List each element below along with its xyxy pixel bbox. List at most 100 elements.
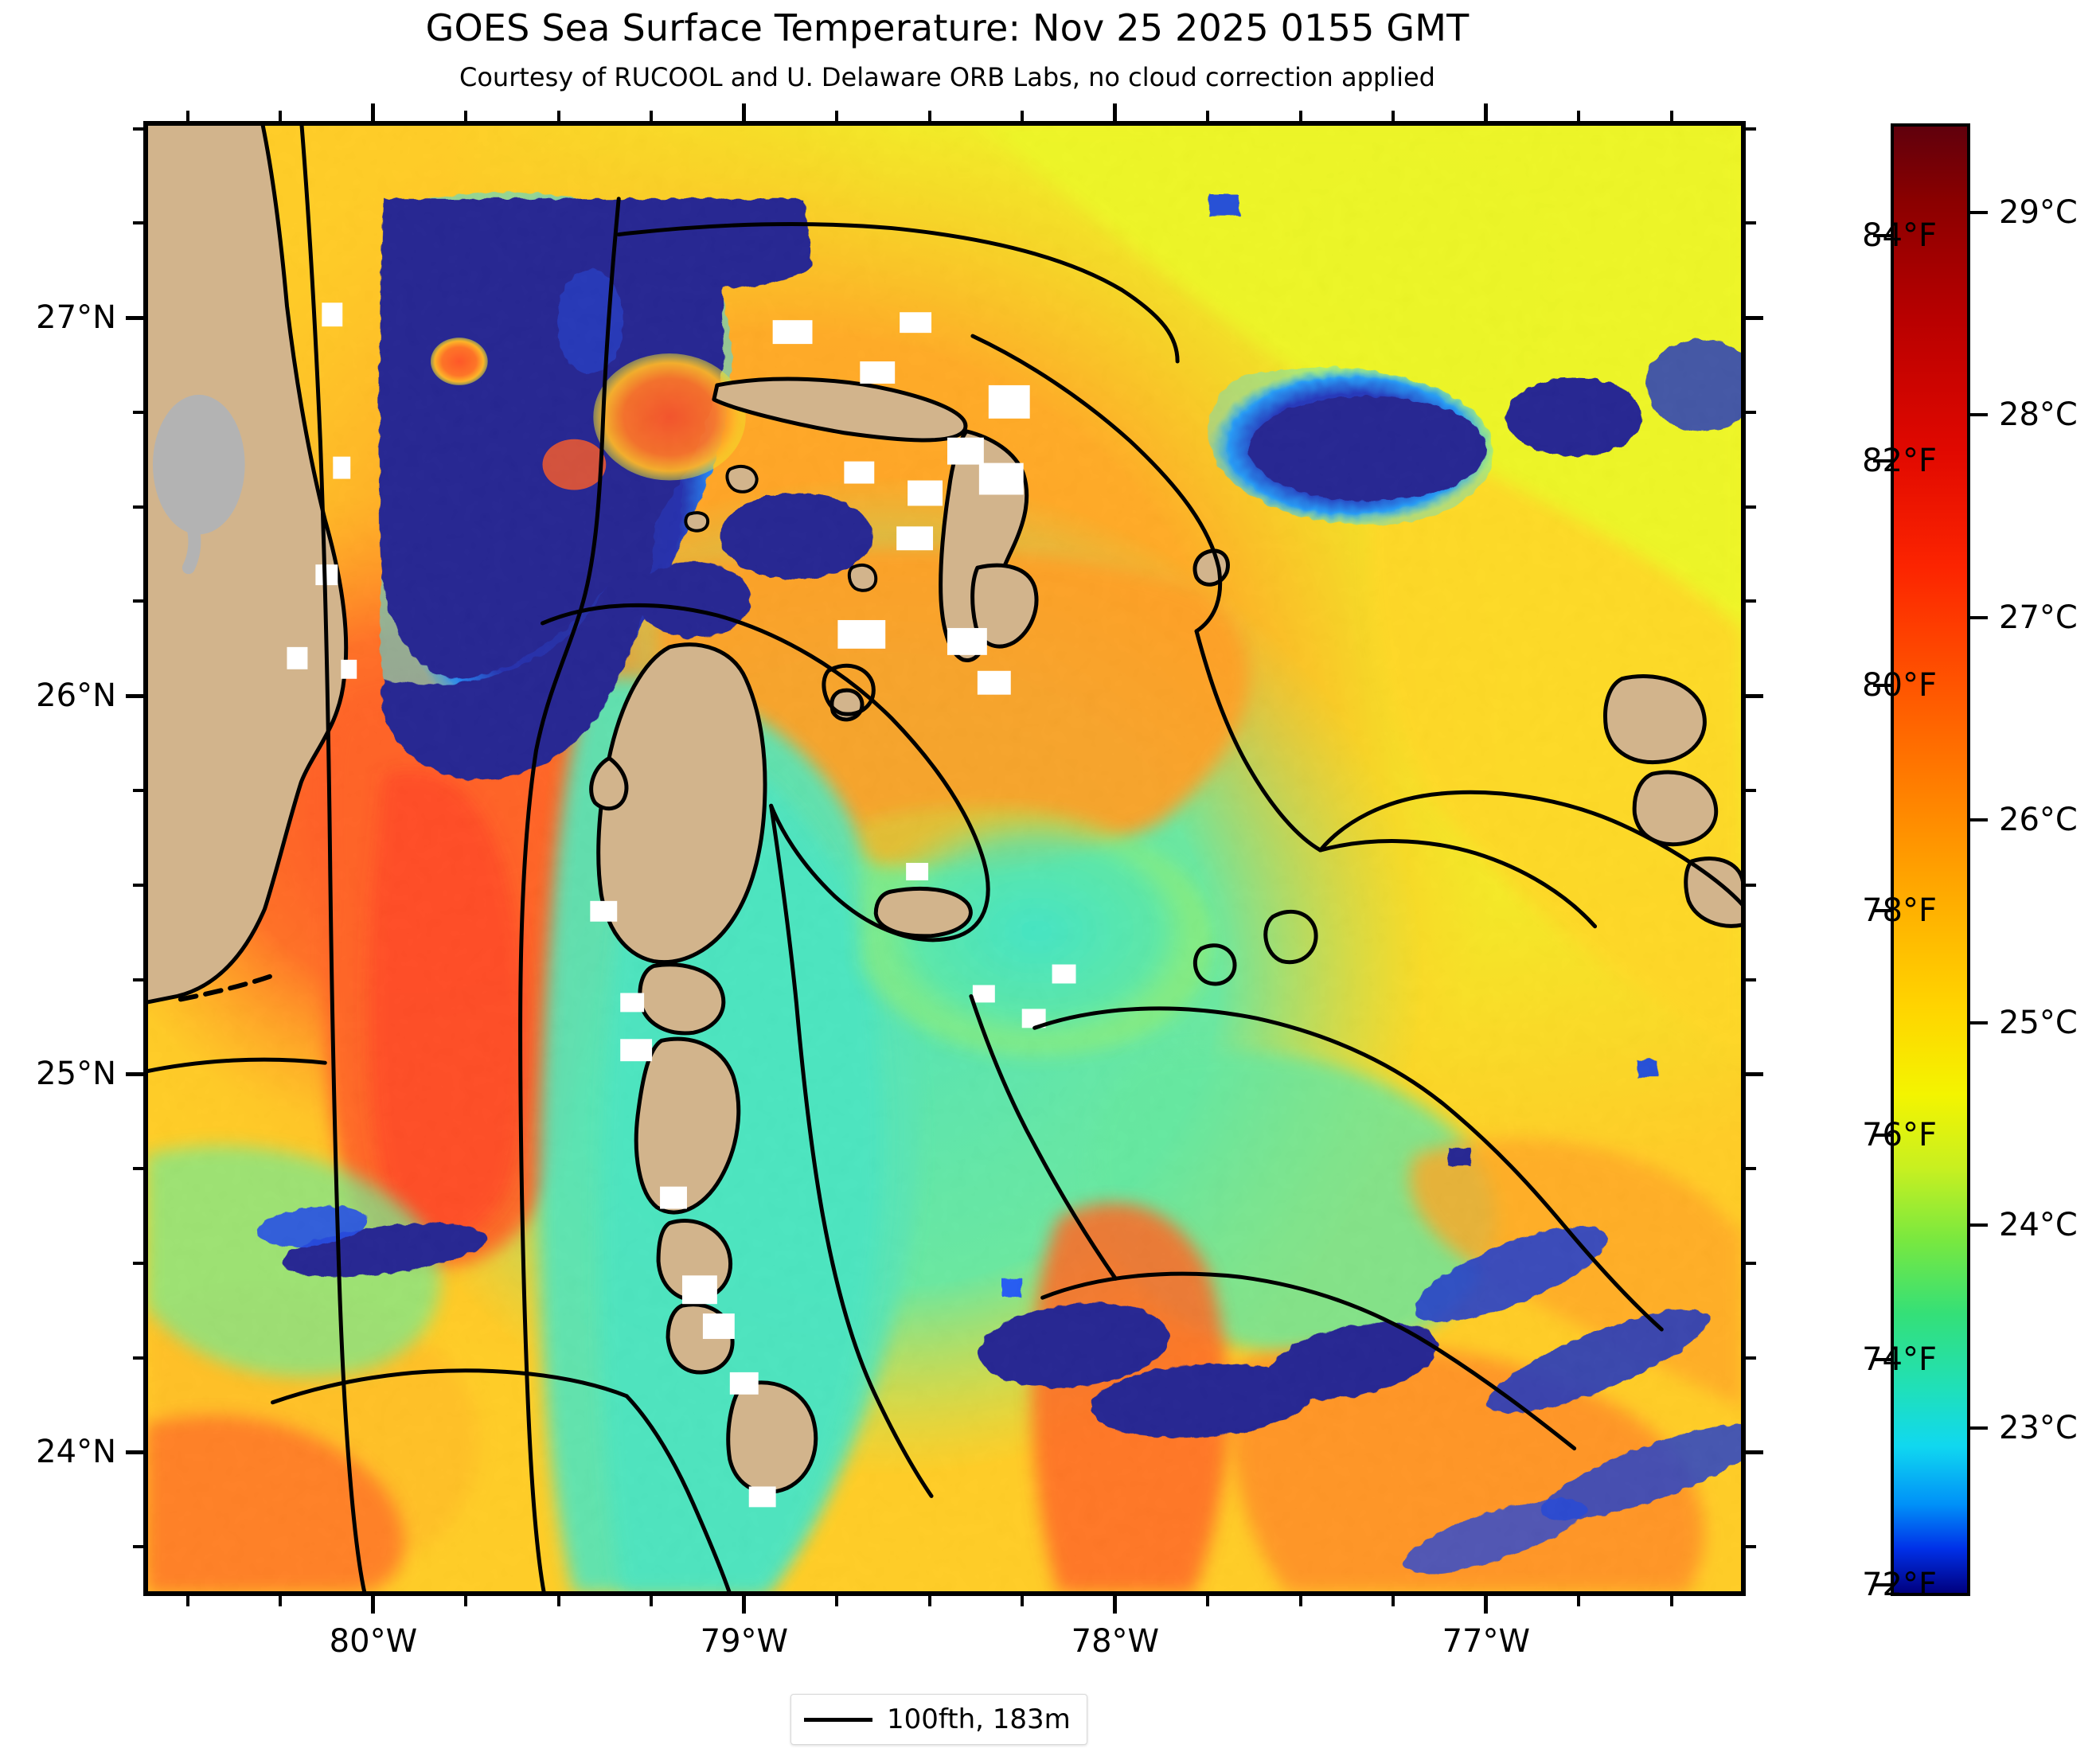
x-minor-tick-top--78.25 [1021, 111, 1025, 121]
colorbar-label-c-27: 27°C [1999, 599, 2078, 636]
x-minor-tick-top--80.5 [185, 111, 189, 121]
x-minor-tick--78.25 [1021, 1596, 1025, 1606]
y-minor-tick-24.75 [133, 1167, 143, 1171]
x-minor-tick-top--77.25 [1392, 111, 1395, 121]
colorbar[interactable]: 29°C 28°C 27°C 26°C 25°C 24°C 23°C 84°F 82°F 80°F… [1862, 123, 2078, 1603]
y-minor-tick-24.25 [133, 1356, 143, 1360]
x-axis-label-80: 80°W [329, 1623, 418, 1660]
y-minor-tick-right-26.5 [1746, 505, 1756, 509]
colorbar-tick-f-80 [1873, 684, 1891, 688]
colorbar-tick-f-72 [1873, 1582, 1891, 1586]
x-minor-tick-top--76.5 [1669, 111, 1673, 121]
x-minor-tick--79.25 [650, 1596, 654, 1606]
x-minor-tick-top--79.5 [556, 111, 560, 121]
colorbar-label-c-23: 23°C [1999, 1409, 2078, 1446]
x-minor-tick--77.25 [1392, 1596, 1395, 1606]
y-minor-tick-right-24.25 [1746, 1356, 1756, 1360]
page-title: GOES Sea Surface Temperature: Nov 25 202… [425, 6, 1470, 49]
y-minor-tick-25.5 [133, 883, 143, 887]
y-major-tick-right-24 [1746, 1450, 1763, 1454]
y-minor-tick-right-27.5 [1746, 127, 1756, 131]
colorbar-tick-c-24 [1970, 1223, 1988, 1227]
y-axis-label-25: 25°N [36, 1056, 116, 1093]
x-minor-tick-top--79.75 [464, 111, 468, 121]
x-major-tick--80 [371, 1596, 376, 1614]
x-minor-tick--77.75 [1206, 1596, 1210, 1606]
x-minor-tick-top--77.5 [1298, 111, 1302, 121]
colorbar-tick-c-25 [1970, 1020, 1988, 1024]
x-minor-tick--78.75 [835, 1596, 839, 1606]
y-major-tick-25 [126, 1071, 143, 1076]
y-minor-tick-right-24.5 [1746, 1261, 1756, 1265]
sst-map-axes[interactable] [143, 121, 1746, 1596]
x-minor-tick--77.5 [1298, 1596, 1302, 1606]
y-major-tick-right-27 [1746, 315, 1763, 320]
y-minor-tick-25.75 [133, 788, 143, 792]
colorbar-tick-f-78 [1873, 908, 1891, 912]
colorbar-label-c-28: 28°C [1999, 396, 2078, 434]
x-minor-tick-top--78.5 [927, 111, 931, 121]
colorbar-label-f-76: 76°F [1862, 1116, 1937, 1153]
x-minor-tick-top--76.75 [1577, 111, 1581, 121]
x-major-tick--77 [1484, 1596, 1489, 1614]
x-major-tick-top--79 [742, 103, 747, 121]
y-major-tick-right-25 [1746, 1071, 1763, 1076]
colorbar-label-f-82: 82°F [1862, 442, 1937, 479]
x-minor-tick-top--78.75 [835, 111, 839, 121]
map-legend[interactable]: 100fth, 183m [790, 1694, 1087, 1745]
y-minor-tick-right-25.25 [1746, 978, 1756, 981]
x-minor-tick-top--79.25 [650, 111, 654, 121]
colorbar-tick-f-84 [1873, 234, 1891, 238]
colorbar-label-c-29: 29°C [1999, 193, 2078, 231]
y-minor-tick-right-27.25 [1746, 221, 1756, 225]
y-minor-tick-27.5 [133, 127, 143, 131]
x-minor-tick--76.75 [1577, 1596, 1581, 1606]
x-axis-label-78: 78°W [1071, 1623, 1160, 1660]
land-mask [146, 123, 1743, 1494]
x-major-tick--78 [1113, 1596, 1118, 1614]
colorbar-label-c-26: 26°C [1999, 802, 2078, 839]
y-minor-tick-right-24.75 [1746, 1167, 1756, 1171]
colorbar-label-f-84: 84°F [1862, 217, 1937, 255]
y-major-tick-26 [126, 693, 143, 698]
y-minor-tick-right-26.25 [1746, 599, 1756, 603]
y-minor-tick-24.5 [133, 1261, 143, 1265]
colorbar-label-c-25: 25°C [1999, 1004, 2078, 1041]
colorbar-label-f-74: 74°F [1862, 1341, 1937, 1379]
y-major-tick-right-26 [1746, 693, 1763, 698]
colorbar-tick-c-27 [1970, 615, 1988, 619]
contour-line-swatch [804, 1717, 872, 1722]
no-data-gaps [287, 302, 1076, 1508]
y-major-tick-24 [126, 1450, 143, 1454]
colorbar-label-f-80: 80°F [1862, 667, 1937, 704]
y-minor-tick-25.25 [133, 978, 143, 981]
y-axis-label-26: 26°N [36, 677, 116, 715]
x-minor-tick-top--77.75 [1206, 111, 1210, 121]
colorbar-tick-c-29 [1970, 210, 1988, 214]
x-minor-tick--78.5 [927, 1596, 931, 1606]
y-minor-tick-right-23.75 [1746, 1545, 1756, 1549]
y-major-tick-27 [126, 315, 143, 320]
bathymetric-contour-100fth [146, 123, 1743, 1594]
x-axis-label-79: 79°W [700, 1623, 789, 1660]
y-minor-tick-23.75 [133, 1545, 143, 1549]
colorbar-tick-c-28 [1970, 413, 1988, 417]
colorbar-tick-f-82 [1873, 459, 1891, 462]
x-minor-tick--76.5 [1669, 1596, 1673, 1606]
colorbar-label-f-78: 78°F [1862, 892, 1937, 929]
colorbar-tick-c-26 [1970, 818, 1988, 822]
x-minor-tick--79.75 [464, 1596, 468, 1606]
y-axis-label-24: 24°N [36, 1434, 116, 1471]
colorbar-tick-f-76 [1873, 1133, 1891, 1137]
x-major-tick-top--78 [1113, 103, 1118, 121]
y-minor-tick-right-25.5 [1746, 883, 1756, 887]
y-axis-label-27: 27°N [36, 299, 116, 337]
y-minor-tick-26.25 [133, 599, 143, 603]
colorbar-tick-c-23 [1970, 1426, 1988, 1430]
y-minor-tick-right-25.75 [1746, 788, 1756, 792]
y-minor-tick-right-26.75 [1746, 410, 1756, 414]
x-minor-tick--80.25 [279, 1596, 283, 1606]
colorbar-tick-f-74 [1873, 1358, 1891, 1362]
legend-label: 100fth, 183m [887, 1703, 1071, 1735]
x-major-tick-top--80 [371, 103, 376, 121]
